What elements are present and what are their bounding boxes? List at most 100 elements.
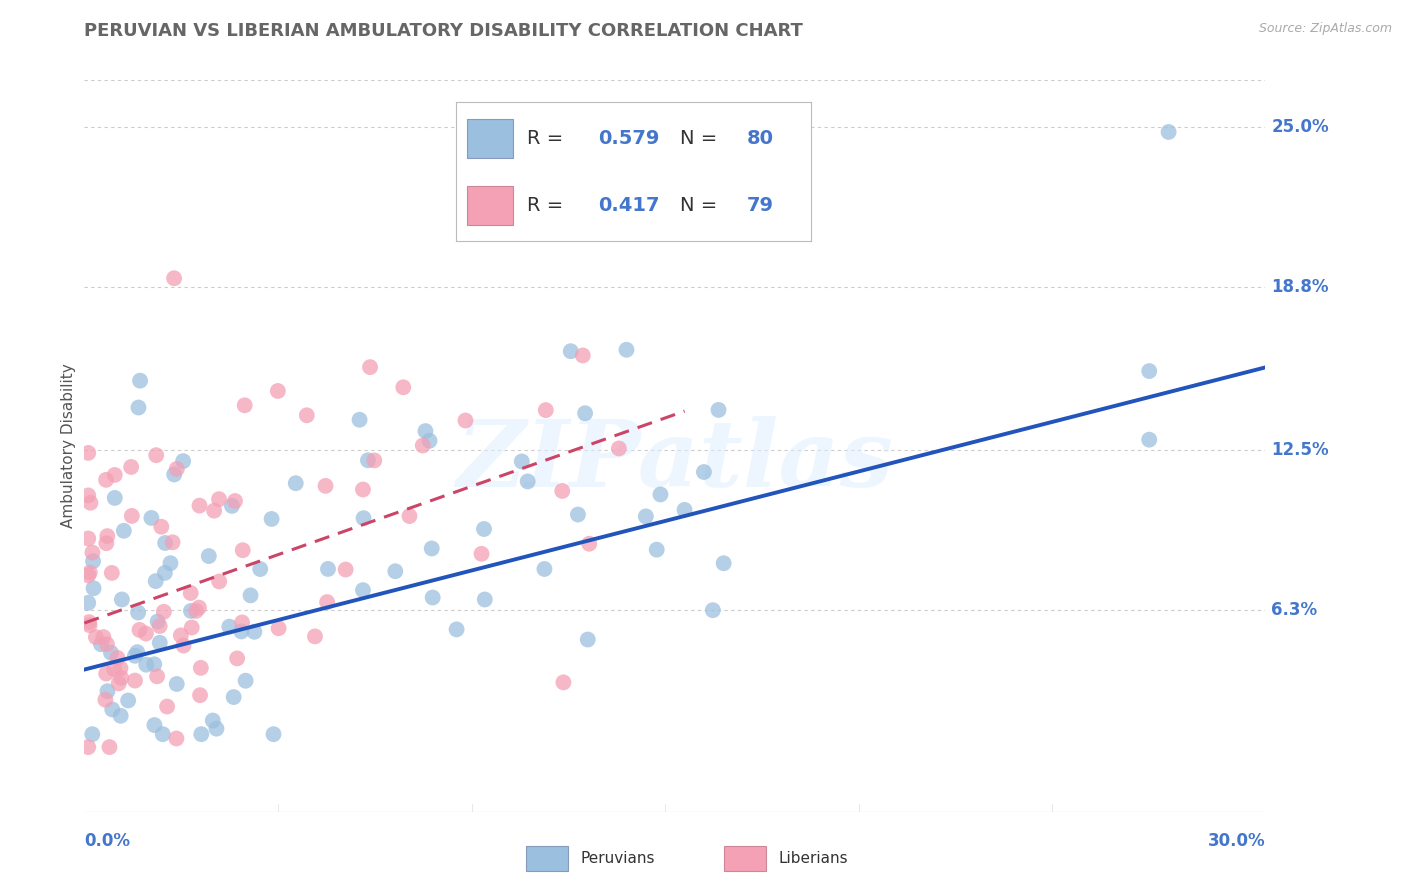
Point	[422, 591, 444, 605]
Point	[218, 620, 240, 634]
Point	[96, 536, 118, 550]
Point	[284, 476, 307, 491]
Point	[1157, 125, 1180, 139]
Point	[166, 462, 188, 476]
Point	[650, 487, 672, 501]
Point	[190, 661, 212, 675]
Point	[707, 403, 730, 417]
Text: PERUVIAN VS LIBERIAN AMBULATORY DISABILITY CORRELATION CHART: PERUVIAN VS LIBERIAN AMBULATORY DISABILI…	[84, 22, 803, 40]
Point	[146, 669, 169, 683]
Point	[96, 529, 118, 543]
Point	[77, 568, 100, 582]
Point	[188, 499, 211, 513]
Point	[392, 380, 415, 394]
Point	[93, 630, 115, 644]
Point	[645, 542, 668, 557]
Point	[578, 537, 600, 551]
Point	[673, 503, 696, 517]
Point	[141, 511, 163, 525]
Point	[153, 536, 176, 550]
Point	[232, 543, 254, 558]
Point	[145, 448, 167, 462]
Point	[221, 499, 243, 513]
Point	[349, 413, 371, 427]
Point	[129, 374, 152, 388]
Point	[472, 522, 495, 536]
Point	[363, 453, 385, 467]
Point	[77, 615, 100, 629]
Point	[553, 675, 575, 690]
Point	[180, 604, 202, 618]
Point	[353, 511, 375, 525]
Point	[135, 657, 157, 672]
Bar	[724, 847, 766, 871]
Point	[180, 586, 202, 600]
Point	[398, 509, 420, 524]
Point	[188, 600, 211, 615]
Point	[110, 671, 132, 685]
Point	[120, 459, 142, 474]
Point	[359, 360, 381, 375]
Point	[146, 615, 169, 629]
Point	[576, 632, 599, 647]
Point	[162, 535, 184, 549]
Point	[249, 562, 271, 576]
Point	[560, 344, 582, 359]
Point	[415, 424, 437, 438]
Point	[418, 434, 440, 448]
Point	[127, 401, 149, 415]
Point	[470, 547, 492, 561]
Text: 18.8%: 18.8%	[1271, 278, 1329, 296]
Point	[94, 473, 117, 487]
Y-axis label: Ambulatory Disability: Ambulatory Disability	[60, 364, 76, 528]
Point	[572, 348, 595, 362]
Point	[94, 692, 117, 706]
Point	[454, 413, 477, 427]
Point	[153, 566, 176, 580]
Point	[260, 512, 283, 526]
Point	[84, 630, 107, 644]
Point	[79, 496, 101, 510]
Point	[101, 566, 124, 580]
Point	[77, 596, 100, 610]
Point	[412, 438, 434, 452]
Point	[188, 688, 211, 702]
Point	[516, 475, 538, 489]
Point	[316, 595, 339, 609]
Point	[121, 508, 143, 523]
Point	[96, 637, 118, 651]
Point	[103, 662, 125, 676]
Point	[551, 483, 574, 498]
Point	[634, 509, 657, 524]
Point	[235, 673, 257, 688]
Text: Liberians: Liberians	[779, 851, 849, 866]
Point	[226, 651, 249, 665]
Bar	[526, 847, 568, 871]
Text: 12.5%: 12.5%	[1271, 441, 1329, 458]
Point	[127, 606, 149, 620]
Point	[574, 406, 596, 420]
Point	[107, 650, 129, 665]
Point	[208, 492, 231, 507]
Point	[243, 624, 266, 639]
Point	[163, 467, 186, 482]
Point	[357, 453, 380, 467]
Point	[239, 588, 262, 602]
Point	[693, 465, 716, 479]
Point	[77, 532, 100, 546]
Point	[198, 549, 221, 563]
Point	[110, 661, 132, 675]
Point	[607, 442, 630, 456]
Point	[335, 563, 357, 577]
Text: Peruvians: Peruvians	[581, 851, 655, 866]
Point	[100, 646, 122, 660]
Point	[420, 541, 443, 556]
Point	[533, 562, 555, 576]
Point	[304, 629, 326, 643]
Point	[150, 520, 173, 534]
Point	[316, 562, 339, 576]
Point	[1137, 433, 1160, 447]
Point	[152, 727, 174, 741]
Point	[83, 582, 105, 596]
Point	[295, 409, 318, 423]
